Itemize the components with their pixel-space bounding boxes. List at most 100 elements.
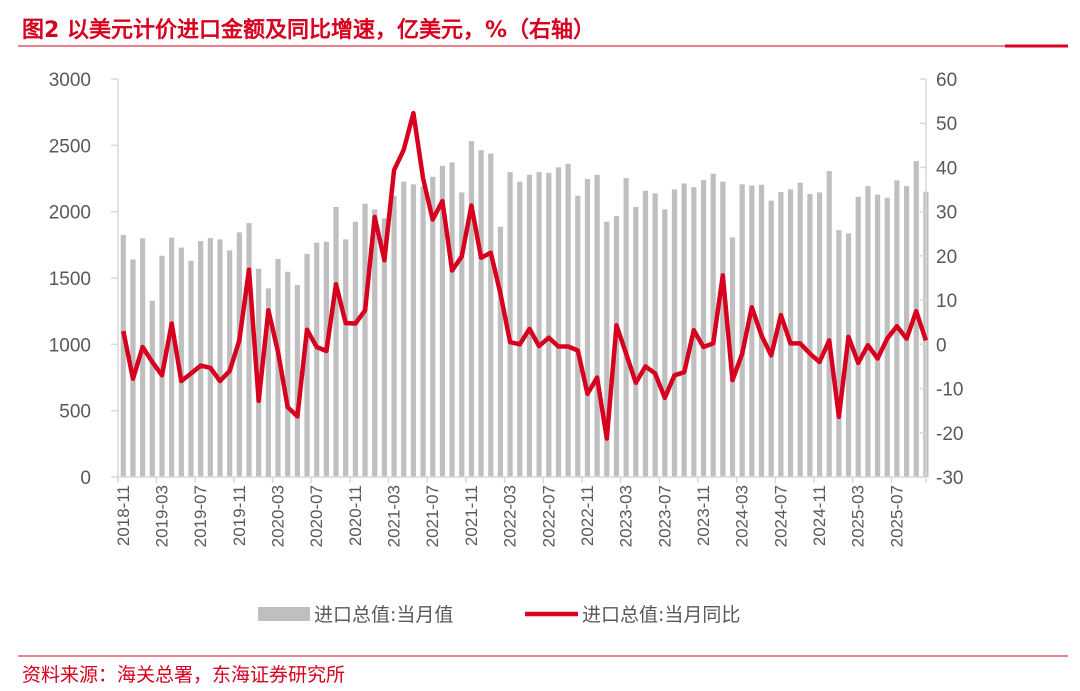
bar [642, 190, 649, 478]
x-tick-label: 2020-03 [269, 485, 288, 547]
bar [362, 203, 368, 477]
bar [874, 194, 881, 477]
y-right-tick-label: -20 [936, 424, 963, 445]
bar [584, 179, 591, 477]
x-tick-label: 2021-03 [385, 485, 404, 547]
bar [565, 163, 571, 478]
y-left-tick-label: 2500 [49, 136, 91, 157]
bar [623, 178, 629, 478]
bar [865, 186, 871, 477]
y-right-tick-label: 60 [936, 70, 957, 91]
bar [420, 186, 426, 477]
bar [710, 173, 716, 477]
chart-title: 图2 以美元计价进口金额及同比增速，亿美元，%（右轴） [22, 18, 596, 43]
bar [778, 192, 784, 478]
bar [855, 196, 861, 478]
y-left-tick-label: 1500 [49, 269, 91, 290]
bar [169, 237, 175, 477]
y-right-tick-label: 40 [936, 158, 957, 179]
bar [749, 185, 755, 477]
bar [294, 285, 300, 477]
x-tick-label: 2022-07 [539, 485, 558, 547]
bar [391, 195, 397, 477]
bar [681, 183, 687, 477]
legend-bar-swatch [258, 607, 310, 621]
bar [594, 174, 600, 477]
bar [903, 186, 910, 477]
legend-bar-label: 进口总值:当月值 [314, 604, 453, 626]
bar [120, 235, 126, 477]
bar [826, 171, 832, 477]
bar [333, 207, 339, 478]
bar [275, 259, 281, 477]
y-right-tick-label: 10 [936, 291, 957, 312]
bar [739, 184, 745, 477]
bar [285, 271, 291, 477]
bar [217, 239, 223, 477]
bar [768, 200, 774, 477]
bar [468, 141, 475, 477]
bar [198, 241, 204, 477]
legend-line-label: 进口总值:当月同比 [582, 604, 740, 626]
x-tick-label: 2018-11 [114, 485, 133, 546]
bar [526, 174, 533, 477]
bar [720, 181, 726, 477]
y-left-tick-label: 2000 [49, 203, 91, 224]
y-right-tick-label: -30 [936, 468, 963, 489]
y-left-tick-label: 500 [59, 402, 91, 423]
y-right-tick-label: 50 [936, 114, 957, 135]
y-right-tick-label: -10 [936, 380, 963, 401]
y-left-tick-label: 0 [80, 468, 91, 489]
y-right-tick-label: 0 [936, 335, 947, 356]
y-right-tick-label: 20 [936, 247, 957, 268]
x-tick-label: 2025-07 [887, 485, 906, 547]
bar [652, 193, 658, 477]
bar [449, 162, 455, 477]
bar [410, 184, 416, 477]
x-tick-label: 2021-07 [423, 485, 442, 547]
bar [149, 300, 155, 477]
bar [604, 221, 610, 477]
bar [178, 247, 184, 477]
bar [314, 242, 320, 477]
bar [439, 165, 446, 477]
bar [401, 181, 407, 477]
y-right-tick-label: 30 [936, 203, 957, 224]
bar [575, 195, 581, 477]
source-note: 资料来源：海关总署，东海证券研究所 [22, 664, 346, 686]
bar [517, 181, 523, 477]
bar [236, 232, 242, 477]
x-tick-label: 2019-07 [191, 485, 210, 547]
bar [488, 153, 494, 477]
bar [140, 238, 146, 477]
bar [497, 226, 504, 477]
bar [536, 172, 542, 477]
legend: 进口总值:当月值 进口总值:当月同比 [258, 604, 740, 626]
bar [246, 223, 252, 477]
x-tick-label: 2019-11 [230, 485, 249, 546]
y-left-tick-label: 1000 [49, 335, 91, 356]
bar [507, 172, 513, 477]
bar [478, 150, 484, 478]
bar [265, 288, 271, 477]
bar [797, 182, 803, 477]
x-tick-label: 2019-03 [152, 485, 171, 547]
y-left-tick-label: 3000 [49, 70, 91, 91]
bar [323, 241, 329, 477]
bar [304, 253, 310, 477]
x-tick-label: 2020-07 [307, 485, 326, 547]
bar [459, 192, 465, 477]
bar [352, 221, 358, 477]
bar [207, 238, 213, 477]
x-tick-label: 2023-03 [617, 485, 636, 547]
bar [188, 260, 194, 477]
yoy-line [121, 110, 929, 441]
x-tick-label: 2023-07 [655, 485, 674, 547]
bar [633, 207, 639, 478]
bar [787, 189, 794, 477]
bar [430, 176, 436, 477]
bar [816, 192, 823, 477]
bar [662, 209, 668, 478]
x-tick-label: 2024-11 [810, 485, 829, 546]
